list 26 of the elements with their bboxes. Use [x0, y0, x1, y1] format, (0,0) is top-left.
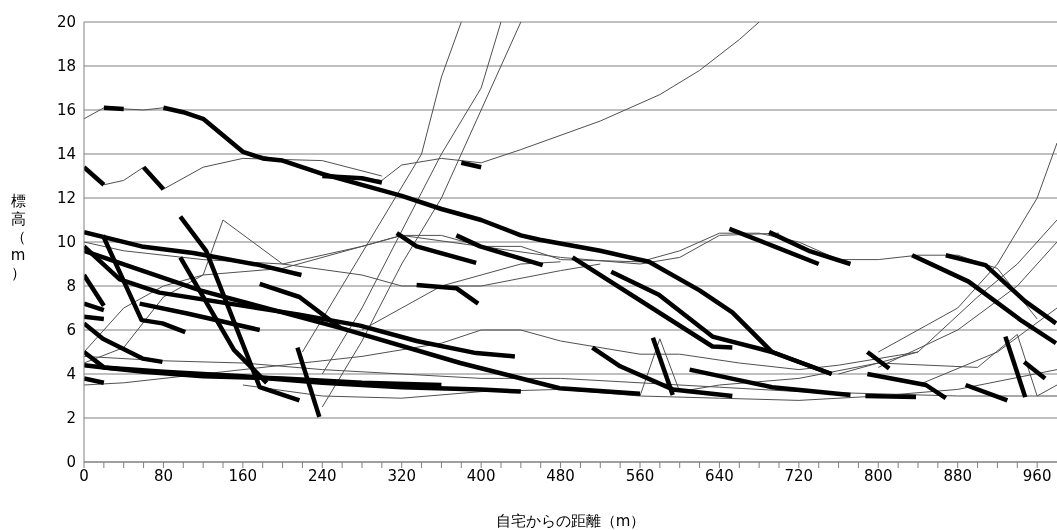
y-tick-label: 10: [56, 233, 76, 252]
x-axis-title: 自宅からの距離（m）: [495, 512, 646, 530]
y-tick-label: 18: [56, 57, 76, 76]
x-tick-label: 400: [466, 466, 496, 485]
x-tick-label: 80: [153, 466, 173, 485]
x-tick-label: 240: [307, 466, 337, 485]
y-tick-label: 0: [66, 453, 76, 472]
y-tick-label: 20: [56, 13, 76, 32]
x-tick-label: 800: [863, 466, 893, 485]
x-tick-label: 880: [943, 466, 973, 485]
x-tick-label: 960: [1022, 466, 1052, 485]
y-tick-label: 14: [56, 145, 76, 164]
x-tick-label: 640: [705, 466, 734, 485]
y-tick-label: 12: [56, 189, 76, 208]
x-tick-label: 0: [79, 466, 89, 485]
y-tick-label: 8: [66, 277, 76, 296]
x-tick-label: 560: [625, 466, 655, 485]
y-tick-label: 6: [66, 321, 76, 340]
x-tick-label: 320: [387, 466, 417, 485]
y-axis-title: 標高（m）: [10, 192, 26, 282]
y-tick-label: 4: [66, 365, 76, 384]
x-tick-label: 720: [784, 466, 814, 485]
x-tick-label: 480: [546, 466, 575, 485]
x-tick-label: 160: [228, 466, 258, 485]
y-tick-label: 2: [66, 409, 76, 428]
y-tick-label: 16: [56, 101, 76, 120]
